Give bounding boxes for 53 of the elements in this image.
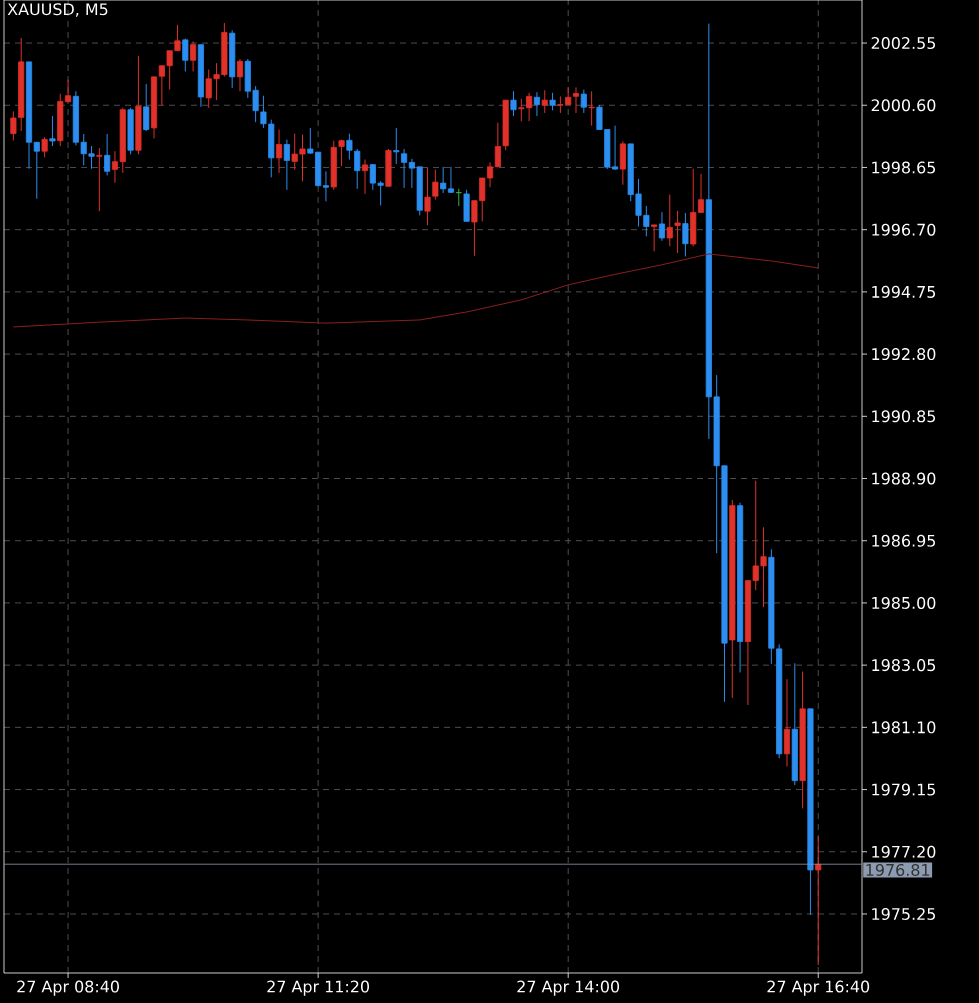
chart-title: XAUUSD, M5 — [7, 3, 108, 17]
y-tick-label: 2000.60 — [871, 99, 936, 112]
y-tick-label: 1992.80 — [872, 348, 936, 361]
candlestick — [393, 127, 400, 165]
candlestick — [666, 194, 673, 247]
candlestick — [283, 139, 290, 191]
candlestick — [96, 147, 103, 212]
candlestick — [346, 133, 353, 160]
y-tick-label: 1977.20 — [872, 845, 936, 858]
candlestick — [182, 38, 189, 72]
candlestick — [322, 170, 329, 202]
y-tick-label: 1975.25 — [872, 907, 936, 920]
candlestick — [658, 211, 666, 242]
x-tick-label: 27 Apr 11:20 — [267, 980, 370, 996]
candlestick — [49, 115, 56, 147]
candlestick — [572, 86, 580, 114]
candlestick — [815, 835, 822, 966]
y-tick-label: 1988.90 — [872, 472, 936, 485]
y-tick-label: 1998.65 — [872, 161, 936, 174]
candlestick — [447, 166, 455, 194]
x-tick-label: 27 Apr 14:00 — [517, 980, 620, 996]
x-tick-label: 27 Apr 16:40 — [767, 980, 870, 996]
candlestick — [33, 141, 40, 200]
candlestick — [533, 91, 540, 117]
y-tick-label: 2002.55 — [871, 37, 936, 50]
candlestick — [510, 90, 517, 117]
candlestick — [440, 166, 447, 194]
candlestick — [682, 212, 689, 257]
candlestick — [494, 122, 501, 168]
candlestick — [651, 224, 658, 252]
x-tick-label: 27 Apr 08:40 — [17, 980, 119, 996]
y-tick-label: 1994.75 — [872, 285, 936, 298]
y-tick-label: 1981.10 — [872, 721, 936, 734]
candlestick — [541, 89, 548, 114]
candlestick — [354, 148, 361, 190]
candlestick — [276, 129, 283, 174]
y-tick-label: 1990.85 — [872, 410, 936, 423]
y-tick-label: 1985.00 — [872, 596, 936, 609]
candlestick — [338, 139, 345, 167]
candlestick — [41, 136, 48, 158]
ref-line-label: 1976.81 — [866, 863, 930, 876]
y-tick-label: 1979.15 — [872, 783, 936, 796]
candlestick — [190, 40, 197, 72]
y-tick-label: 1996.70 — [872, 223, 936, 236]
candlestick — [401, 148, 408, 189]
candlestick — [674, 210, 681, 254]
candlestick — [104, 133, 111, 176]
candlestick — [236, 58, 244, 92]
candlestick — [580, 89, 587, 114]
candlestick — [143, 83, 150, 132]
candlestick — [361, 159, 369, 195]
y-tick-label: 1983.05 — [872, 659, 936, 672]
y-tick-label: 1986.95 — [872, 534, 936, 547]
